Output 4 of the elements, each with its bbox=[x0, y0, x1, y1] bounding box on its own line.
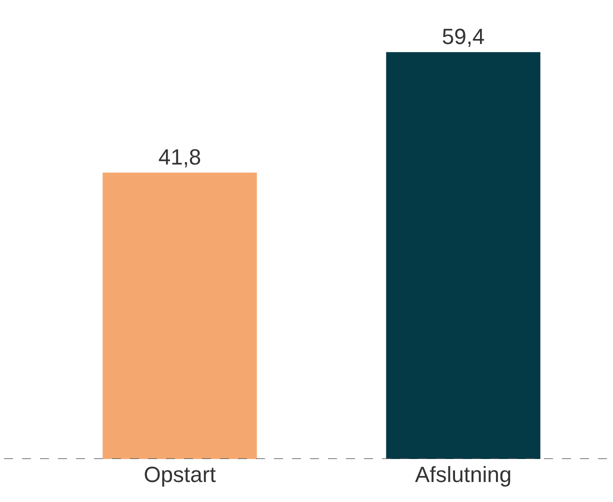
x-tick-label: Afslutning bbox=[414, 462, 512, 487]
data-label: 41,8 bbox=[158, 144, 202, 170]
x-tick-label: Opstart bbox=[144, 462, 216, 487]
data-label: 59,4 bbox=[442, 24, 485, 50]
